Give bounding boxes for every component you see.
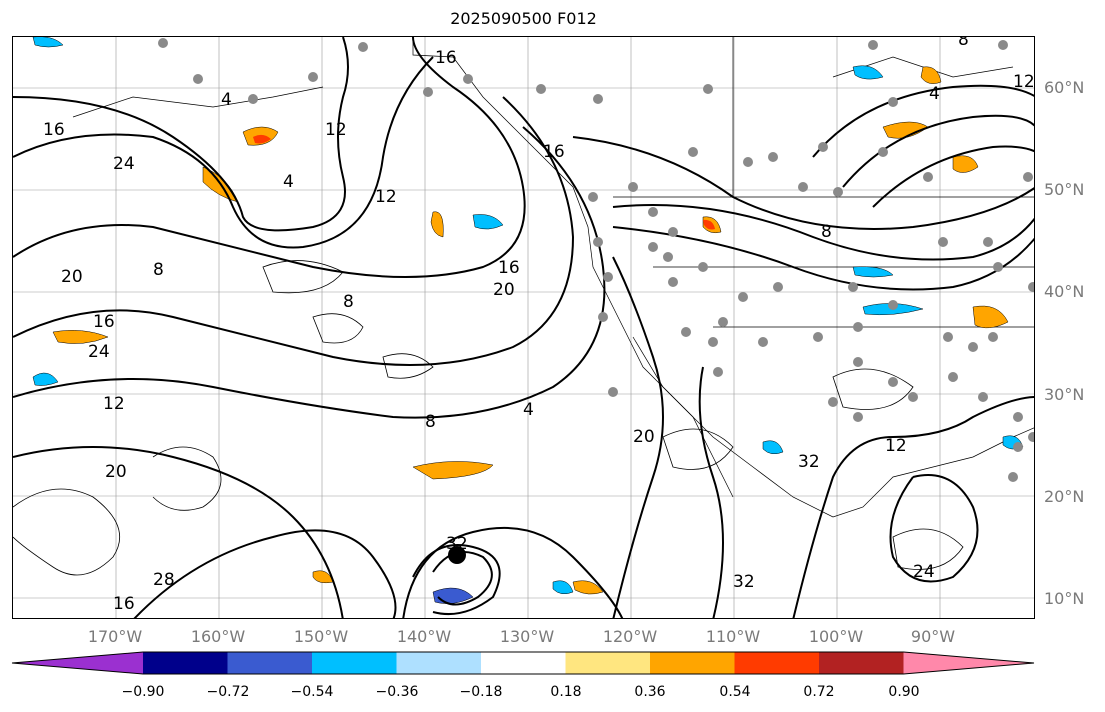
contour-label: 8 (425, 412, 436, 432)
lon-label-90w: 90°W (910, 627, 956, 646)
contour-label: 4 (929, 84, 940, 104)
contour-label: 20 (105, 462, 127, 482)
contour-label: 16 (113, 594, 135, 614)
contour-label: 4 (523, 400, 534, 420)
colorbar-tick-label: 0.54 (719, 684, 751, 700)
contour-label: 12 (885, 436, 907, 456)
lon-label-120w: 120°W (602, 627, 658, 646)
contour-label: 8 (958, 37, 969, 50)
contour-label: 8 (153, 260, 164, 280)
height-contours (13, 37, 1034, 618)
lon-label-170w: 170°W (87, 627, 143, 646)
colorbar-tick-label: −0.18 (459, 684, 503, 700)
contour-label: 20 (61, 267, 83, 287)
colorbar-segment (143, 652, 228, 674)
lat-lon-grid (13, 37, 1034, 618)
colorbar-segment (565, 652, 651, 674)
contour-label: 4 (283, 172, 294, 192)
contour-label: 24 (88, 342, 110, 362)
contour-label: 24 (113, 154, 135, 174)
contour-label: 8 (343, 292, 354, 312)
contour-label: 16 (93, 312, 115, 332)
contour-label: 8 (821, 222, 832, 242)
colorbar-tick-label: 0.90 (888, 684, 920, 700)
contour-label: 20 (493, 280, 515, 300)
lon-label-160w: 160°W (190, 627, 246, 646)
colorbar-extend-left (12, 652, 143, 674)
colorbar-segment (396, 652, 482, 674)
contour-label: 32 (446, 534, 468, 554)
colorbar-segment (734, 652, 820, 674)
colorbar (10, 650, 1040, 680)
contour-label: 16 (498, 258, 520, 278)
lon-label-100w: 100°W (808, 627, 864, 646)
contour-label-group: 16 8 12 24 4 20 16 8 12 16 20 8 4 20 32 … (43, 37, 1035, 614)
lon-label-130w: 130°W (499, 627, 555, 646)
contour-label: 12 (375, 187, 397, 207)
shaded-regions (32, 37, 1024, 604)
storm-center-marker (448, 546, 466, 564)
colorbar-extend-right (903, 652, 1034, 674)
contour-label: 16 (543, 142, 565, 162)
contour-label: 16 (43, 120, 65, 140)
colorbar-segment (819, 652, 904, 674)
colorbar-svg (11, 651, 1035, 675)
contour-label: 12 (325, 120, 347, 140)
lat-label-40n: 40°N (1044, 282, 1085, 301)
contour-label: 24 (913, 562, 935, 582)
colorbar-tick-label: −0.54 (290, 684, 334, 700)
colorbar-tick-label: 0.18 (550, 684, 582, 700)
lon-label-140w: 140°W (396, 627, 452, 646)
contour-label: 12 (1013, 72, 1035, 92)
station-dots (158, 38, 1034, 482)
contour-label: 12 (103, 394, 125, 414)
weather-map-svg: 16 8 12 24 4 20 16 8 12 16 20 8 4 20 32 … (13, 37, 1035, 618)
lon-label-110w: 110°W (705, 627, 761, 646)
contour-label: 28 (153, 570, 175, 590)
fine-contours (13, 260, 964, 576)
colorbar-outline (11, 651, 1035, 675)
colorbar-segment (481, 652, 566, 674)
lat-label-10n: 10°N (1044, 589, 1085, 608)
map-panel: 16 8 12 24 4 20 16 8 12 16 20 8 4 20 32 … (12, 36, 1035, 619)
colorbar-tick-label: −0.90 (121, 684, 165, 700)
lat-label-50n: 50°N (1044, 180, 1085, 199)
colorbar-segment (650, 652, 735, 674)
contour-label: 32 (798, 452, 820, 472)
contour-label: 4 (221, 90, 232, 110)
lat-label-20n: 20°N (1044, 487, 1085, 506)
contour-label: 32 (733, 572, 755, 592)
colorbar-tick-label: 0.72 (803, 684, 835, 700)
lon-label-150w: 150°W (293, 627, 349, 646)
colorbar-segment (227, 652, 313, 674)
colorbar-tick-label: −0.36 (375, 684, 419, 700)
contour-label: 20 (633, 427, 655, 447)
colorbar-tick-label: −0.72 (206, 684, 250, 700)
lat-label-60n: 60°N (1044, 78, 1085, 97)
map-title: 2025090500 F012 (450, 9, 597, 28)
colorbar-tick-label: 0.36 (634, 684, 666, 700)
lat-label-30n: 30°N (1044, 385, 1085, 404)
colorbar-segment (312, 652, 397, 674)
contour-label: 16 (435, 48, 457, 68)
